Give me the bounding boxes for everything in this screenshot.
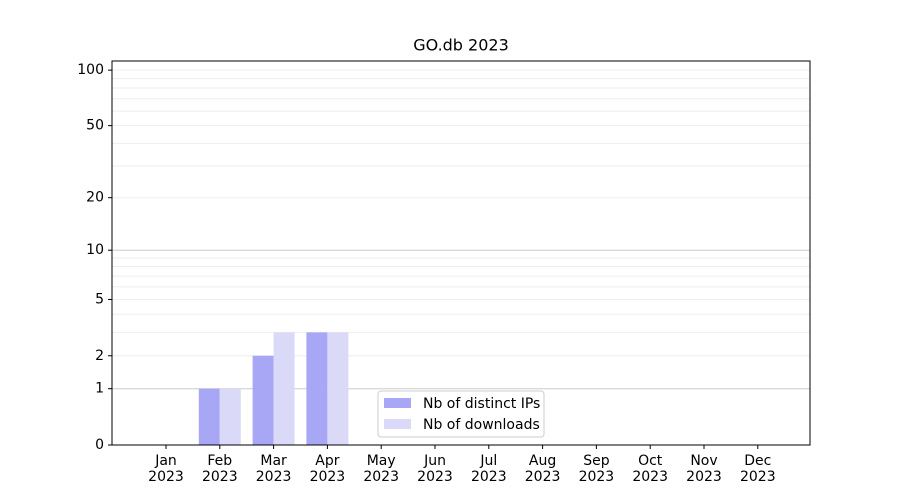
legend-frame [377,390,545,438]
bar [198,388,220,445]
x-tick-label: Sep 2023 [578,453,615,485]
chart-title: GO.db 2023 [413,36,509,55]
x-tick-label: Mar 2023 [255,453,292,485]
bar [252,355,274,445]
y-tick-label: 100 [77,62,104,78]
plot-frame [111,60,811,446]
x-tick-label: Aug 2023 [524,453,561,485]
legend-swatch [384,398,411,408]
y-tick-label: 1 [95,381,104,397]
x-tick-label: Oct 2023 [632,453,668,485]
y-tick-label: 0 [95,437,104,453]
legend-label: Nb of downloads [423,417,540,433]
x-tick-label: Feb 2023 [201,453,238,485]
x-tick-label: Jul 2023 [470,453,507,485]
y-tick-label: 50 [86,118,104,134]
x-tick-label: May 2023 [363,453,399,485]
legend-swatch [384,419,411,429]
y-tick-label: 10 [86,242,104,258]
bar [273,332,295,445]
y-tick-label: 2 [95,348,104,364]
y-tick-label: 20 [86,190,104,206]
x-tick-label: Nov 2023 [686,453,722,485]
bar [327,332,349,445]
bar [306,332,328,445]
y-tick-label: 5 [95,291,104,307]
grid [112,69,810,390]
legend-label: Nb of distinct IPs [423,396,540,412]
x-tick-label: Dec 2023 [739,453,776,485]
x-tick-label: Jun 2023 [417,453,453,485]
legend: Nb of distinct IPs Nb of downloads [377,390,545,438]
x-tick-label: Jan 2023 [148,453,184,485]
x-tick-label: Apr 2023 [309,453,346,485]
bar [219,388,241,445]
